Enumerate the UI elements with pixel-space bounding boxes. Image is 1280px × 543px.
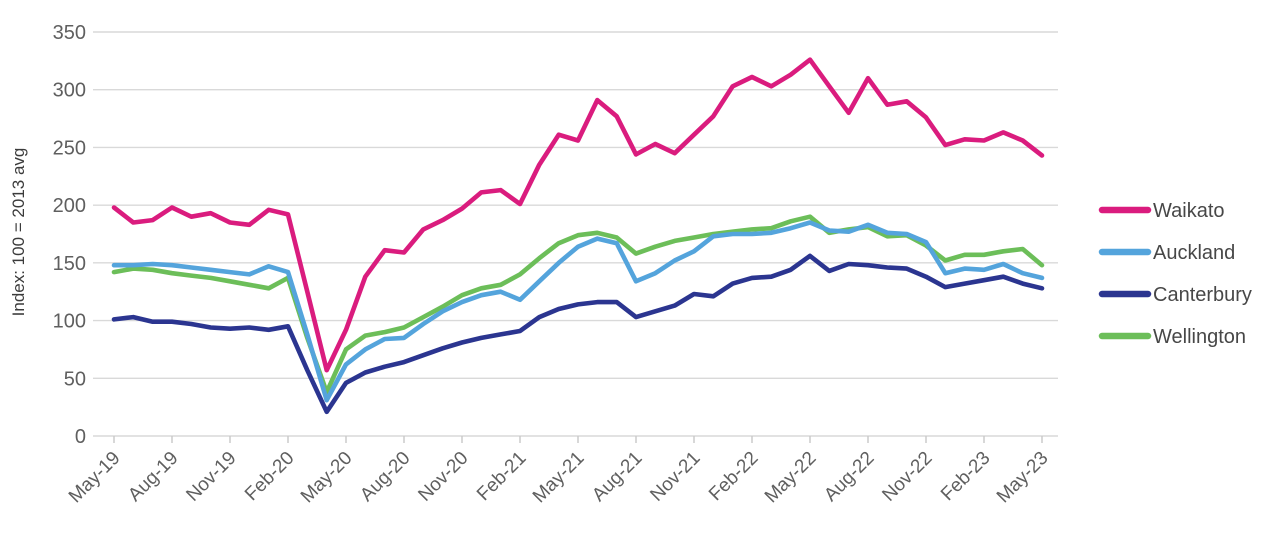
y-axis-tick-label: 150: [53, 253, 86, 275]
y-axis-tick-label: 300: [53, 80, 86, 102]
x-axis-tick-label: May-23: [993, 448, 1053, 508]
x-axis-tick-label: May-21: [529, 448, 589, 508]
legend-item-waikato: Waikato: [1098, 200, 1225, 222]
legend: Waikato Auckland Canterbury Wellington: [1098, 200, 1252, 348]
legend-item-canterbury: Canterbury: [1098, 284, 1252, 306]
x-axis-tick-label: Nov-22: [878, 448, 936, 506]
x-axis-tick-label: Aug-22: [820, 448, 878, 506]
legend-item-wellington: Wellington: [1098, 326, 1246, 348]
series-line-canterbury: [111, 253, 1045, 415]
x-axis-tick-label: Feb-22: [705, 448, 762, 505]
y-axis-tick-label: 200: [53, 195, 86, 217]
y-axis-tick-label: 0: [75, 426, 86, 448]
legend-label: Canterbury: [1153, 284, 1252, 306]
x-axis-tick-label: Nov-19: [182, 448, 240, 506]
x-axis-tick-label: May-22: [761, 448, 821, 508]
series-line-waikato: [111, 57, 1045, 373]
x-axis-tick-label: Feb-23: [937, 448, 994, 505]
x-axis-tick-label: Aug-21: [588, 448, 646, 506]
y-axis-tick-label: 250: [53, 137, 86, 159]
y-axis-tick-label: 350: [53, 22, 86, 44]
series-layer: [111, 57, 1045, 415]
legend-label: Waikato: [1153, 200, 1225, 222]
x-axis-tick-label: May-20: [297, 448, 357, 508]
legend-item-auckland: Auckland: [1098, 242, 1235, 264]
y-axis-tick-label: 100: [53, 311, 86, 333]
y-axis-tick-label: 50: [64, 368, 86, 390]
y-axis-title: Index: 100 = 2013 avg: [9, 148, 28, 317]
series-line-wellington: [111, 214, 1045, 395]
grid-layer: [93, 31, 1058, 437]
x-axis-tick-label: Aug-19: [124, 448, 182, 506]
legend-label: Auckland: [1153, 242, 1235, 264]
x-axis-tick-label: Feb-20: [241, 448, 298, 505]
series-line-auckland: [111, 220, 1045, 403]
x-axis-tick-label: May-19: [65, 448, 125, 508]
x-axis-tick-label: Nov-21: [646, 448, 704, 506]
legend-label: Wellington: [1153, 326, 1246, 348]
x-axis-tick-label: Nov-20: [414, 448, 472, 506]
x-axis-tick-label: Aug-20: [356, 448, 414, 506]
x-axis-tick-label: Feb-21: [473, 448, 530, 505]
